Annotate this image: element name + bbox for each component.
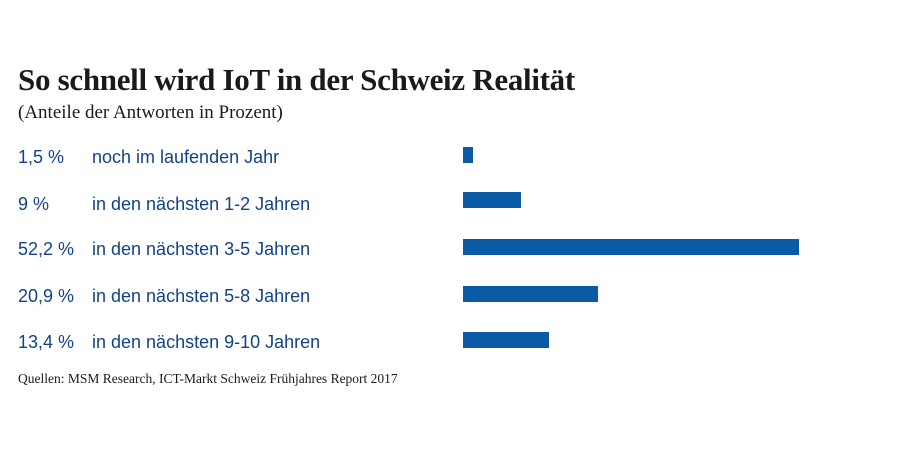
bar [463, 147, 473, 163]
bar [463, 192, 521, 208]
category-label: in den nächsten 3-5 Jahren [92, 239, 311, 259]
bar [463, 239, 799, 255]
value-label: 13,4 % [18, 332, 75, 352]
source-note: Quellen: MSM Research, ICT-Markt Schweiz… [18, 371, 398, 386]
category-label: noch im laufenden Jahr [92, 147, 280, 167]
value-label: 20,9 % [18, 286, 75, 306]
category-label: in den nächsten 1-2 Jahren [92, 194, 311, 214]
category-label: in den nächsten 5-8 Jahren [92, 286, 311, 306]
chart-subtitle: (Anteile der Antworten in Prozent) [18, 102, 283, 123]
bar [463, 286, 598, 302]
value-label: 52,2 % [18, 239, 75, 259]
value-label: 9 % [18, 194, 50, 214]
chart-title: So schnell wird IoT in der Schweiz Reali… [18, 62, 575, 97]
bar [463, 332, 549, 348]
value-label: 1,5 % [18, 147, 65, 167]
category-label: in den nächsten 9-10 Jahren [92, 332, 321, 352]
